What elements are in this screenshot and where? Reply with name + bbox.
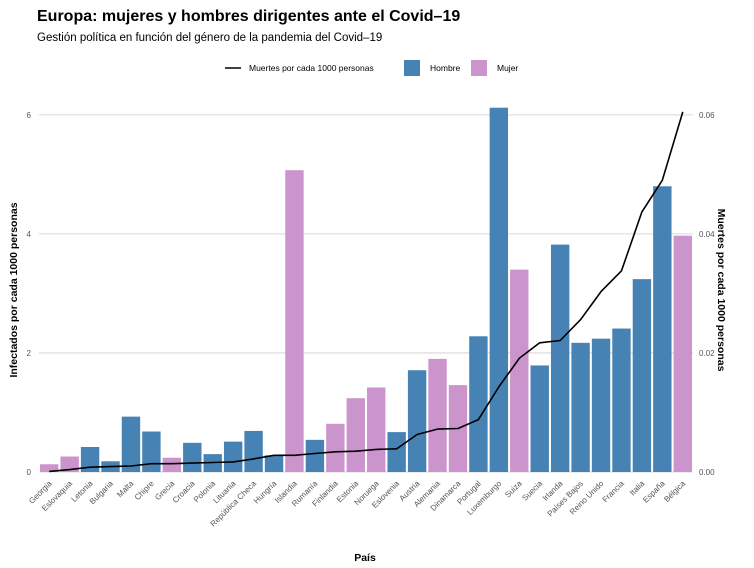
- bar: [530, 365, 549, 472]
- bar: [264, 455, 284, 472]
- bar: [550, 244, 570, 472]
- bar: [162, 457, 182, 472]
- y-tick-label-left: 2: [27, 349, 32, 358]
- legend: Muertes por cada 1000 personas Hombre Mu…: [225, 60, 518, 76]
- deaths-line-group: [49, 111, 684, 473]
- x-tick-label: Francia: [601, 479, 627, 505]
- legend-hombre-label: Hombre: [430, 63, 461, 73]
- legend-hombre-key: [404, 60, 420, 76]
- x-tick-label: Bulgaria: [88, 479, 116, 507]
- bar: [121, 416, 141, 472]
- bar: [632, 279, 652, 472]
- bar: [407, 370, 427, 472]
- bar: [60, 456, 79, 472]
- y-tick-label-left: 4: [27, 230, 32, 239]
- bar: [244, 430, 263, 472]
- chart-title: Europa: mujeres y hombres dirigentes ant…: [37, 8, 461, 25]
- bar: [469, 336, 488, 472]
- x-tick-label: Bélgica: [662, 479, 687, 504]
- bars: [40, 107, 692, 473]
- y-tick-label-left: 6: [27, 111, 32, 120]
- bar: [40, 464, 59, 472]
- x-axis-title: País: [354, 552, 376, 564]
- left-axis-ticks: 0 2 4 6: [27, 111, 32, 477]
- bar: [510, 269, 529, 472]
- y-tick-label-right: 0.00: [699, 468, 715, 477]
- bar: [305, 439, 325, 472]
- y-tick-label-left: 0: [27, 468, 32, 477]
- bar: [223, 441, 243, 472]
- bar: [285, 170, 304, 472]
- bar: [80, 447, 100, 472]
- bar: [346, 398, 365, 472]
- right-axis-ticks: 0.00 0.02 0.04 0.06: [699, 111, 715, 477]
- legend-mujer-label: Mujer: [497, 63, 518, 73]
- x-tick-label: España: [641, 479, 667, 505]
- chart-subtitle: Gestión política en función del género d…: [37, 32, 383, 44]
- bar: [673, 235, 692, 472]
- y-tick-label-right: 0.06: [699, 111, 715, 120]
- y-axis-title-right: Muertes por cada 1000 personas: [715, 209, 727, 372]
- bar: [591, 338, 611, 472]
- bar: [183, 442, 202, 472]
- y-axis-title-left: Infectados por cada 1000 personas: [8, 202, 20, 377]
- y-tick-label-right: 0.02: [699, 349, 715, 358]
- x-tick-label: Croacia: [171, 479, 197, 505]
- legend-line-label: Muertes por cada 1000 personas: [249, 63, 374, 73]
- bar: [571, 342, 590, 472]
- bar: [142, 431, 161, 472]
- legend-mujer-key: [471, 60, 487, 76]
- x-tick-label: Suecia: [520, 479, 544, 503]
- x-tick-label: Chipre: [133, 479, 156, 502]
- deaths-line: [49, 111, 684, 473]
- y-tick-label-right: 0.04: [699, 230, 715, 239]
- bar: [653, 186, 672, 473]
- bar: [326, 423, 345, 472]
- bar: [489, 107, 509, 472]
- bar: [428, 358, 447, 472]
- bar: [367, 387, 386, 472]
- bar: [387, 432, 406, 472]
- bar: [612, 328, 631, 472]
